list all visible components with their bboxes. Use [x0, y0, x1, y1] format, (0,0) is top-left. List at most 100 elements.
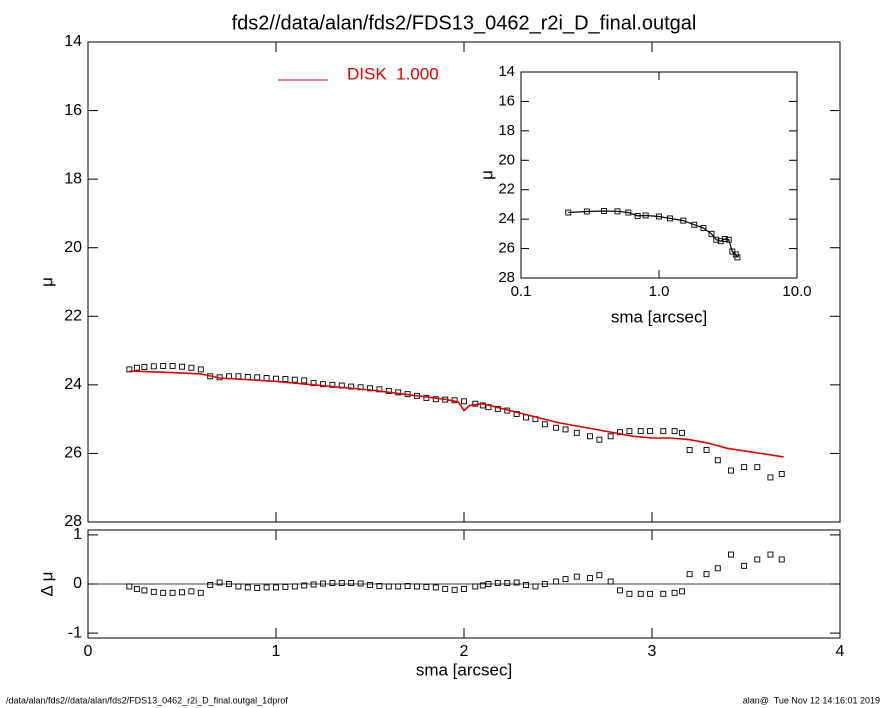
data-point: [596, 436, 603, 443]
data-point: [671, 589, 678, 596]
y-tick-label: 18: [498, 122, 515, 139]
data-point: [367, 582, 373, 588]
data-point: [754, 464, 761, 471]
data-point: [617, 587, 623, 594]
data-point: [721, 236, 728, 242]
data-point: [778, 556, 785, 563]
data-point: [523, 582, 529, 588]
footer-right: alan@ Tue Nov 12 14:16:01 2019: [743, 695, 880, 705]
data-point: [634, 212, 641, 219]
data-point: [320, 580, 326, 587]
data-point: [614, 208, 621, 215]
data-point: [767, 474, 774, 481]
plot-frame: [520, 71, 798, 279]
y-tick-label: 26: [498, 240, 515, 257]
x-tick-label: 0.1: [511, 283, 532, 300]
data-point: [291, 583, 298, 590]
data-point: [461, 585, 467, 592]
data-point: [703, 447, 710, 453]
data-point: [329, 580, 336, 586]
legend-label: DISK 1.000: [347, 64, 439, 83]
data-point: [235, 373, 242, 380]
series-line: [129, 370, 784, 458]
data-point: [442, 585, 449, 592]
data-point: [686, 447, 693, 453]
data-point: [479, 582, 486, 589]
data-point: [553, 424, 560, 431]
data-point: [656, 213, 662, 220]
data-point: [282, 376, 289, 382]
data-point: [357, 580, 364, 587]
data-point: [254, 584, 261, 591]
data-point: [338, 580, 345, 586]
data-point: [126, 366, 133, 373]
footer-left: /data/alan/fds2//data/alan/fds2/FDS13_04…: [6, 695, 288, 705]
x-tick-label: 1.0: [649, 283, 670, 300]
data-point: [741, 464, 748, 471]
data-point: [188, 588, 195, 595]
data-point: [647, 428, 654, 435]
data-point: [625, 209, 632, 216]
data-point: [141, 364, 148, 370]
y-tick-label: 24: [64, 376, 82, 393]
data-point: [141, 587, 148, 594]
data-point: [485, 581, 492, 587]
data-point: [207, 582, 214, 588]
data-point: [679, 429, 686, 436]
data-point: [263, 584, 270, 591]
data-point: [395, 583, 402, 590]
x-tick-label: 1: [272, 643, 281, 660]
data-point: [728, 551, 734, 558]
data-point: [734, 254, 741, 261]
y-axis-label: Δ μ: [37, 572, 56, 597]
data-point: [660, 590, 667, 597]
y-tick-label: 14: [498, 63, 515, 80]
data-point: [404, 583, 411, 589]
data-point: [647, 590, 654, 597]
data-point: [263, 375, 270, 381]
data-point: [671, 428, 678, 435]
y-tick-label: 0: [73, 575, 82, 592]
data-point: [179, 363, 185, 370]
data-point: [216, 579, 223, 586]
data-point: [126, 583, 133, 590]
data-point: [703, 571, 710, 578]
data-point: [169, 589, 176, 596]
data-point: [562, 426, 569, 433]
data-point: [642, 212, 649, 219]
y-axis-label: μ: [37, 277, 56, 287]
y-tick-label: 24: [498, 210, 515, 227]
x-tick-label: 3: [648, 643, 657, 660]
data-point: [532, 583, 539, 590]
data-point: [553, 578, 560, 585]
data-point: [596, 572, 603, 579]
y-tick-label: 28: [64, 513, 82, 530]
data-point: [376, 583, 383, 589]
data-point: [714, 565, 721, 572]
data-point: [150, 588, 157, 595]
data-point: [767, 551, 774, 558]
data-point: [423, 583, 430, 590]
data-point: [679, 588, 686, 595]
data-point: [565, 209, 572, 216]
y-tick-label: 20: [64, 239, 82, 256]
data-point: [513, 579, 520, 586]
data-point: [179, 589, 185, 596]
data-point: [188, 364, 195, 371]
y-tick-label: 28: [498, 269, 515, 286]
data-point: [708, 230, 715, 237]
data-point: [235, 583, 242, 590]
data-point: [587, 433, 593, 440]
data-point: [197, 589, 204, 596]
x-tick-label: 10.0: [782, 283, 811, 300]
data-point: [778, 471, 785, 477]
data-point: [301, 377, 308, 384]
data-point: [133, 364, 140, 371]
data-point: [244, 584, 251, 591]
data-point: [385, 388, 392, 394]
data-point: [160, 363, 167, 369]
data-point: [169, 363, 176, 369]
x-tick-label: 4: [836, 643, 845, 660]
data-point: [637, 428, 644, 435]
